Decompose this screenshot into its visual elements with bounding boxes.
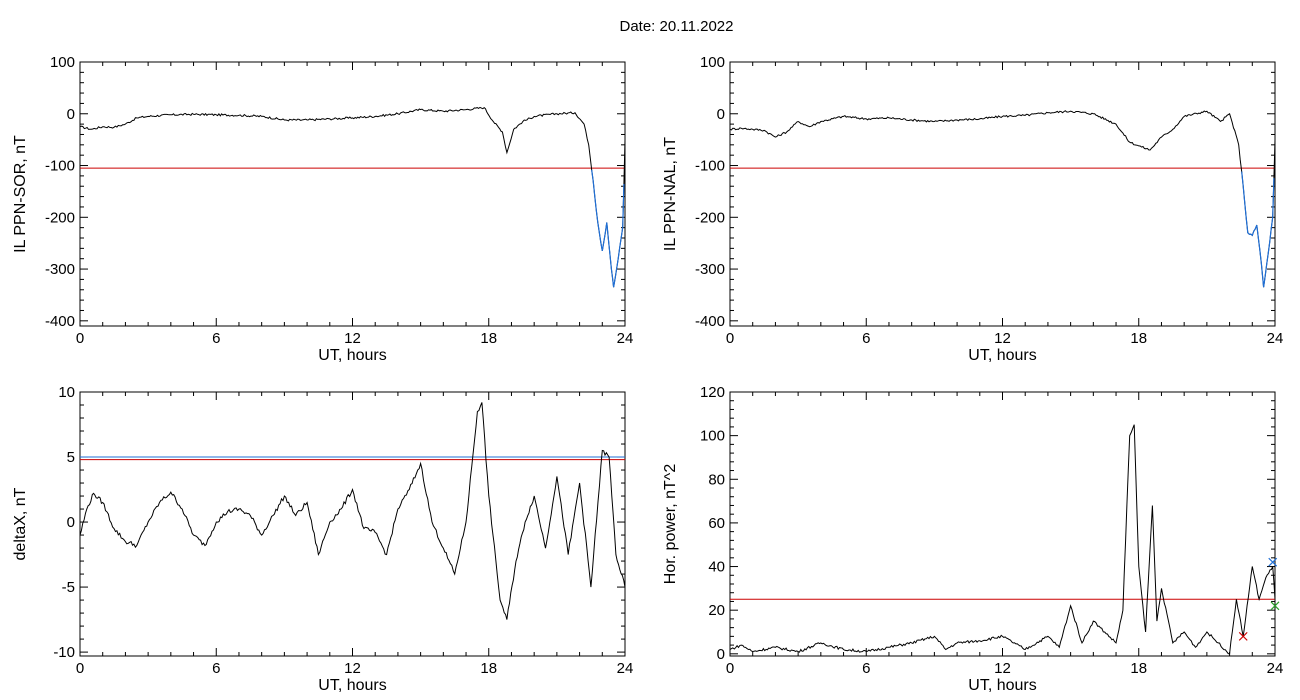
plot-frame [729,61,1276,327]
x-tick-label: 6 [212,660,220,677]
y-tick-label: 20 [708,602,725,619]
chart-panel-ppn-nal: 0 6 12 18 24 100 0 -100 -200 -300 -400 UT, hours IL … [662,54,1283,364]
chart-panel-deltax: 0 6 12 18 24 10 5 0 -5 -10 UT, hours deltaX, nT [12,384,633,694]
chart-panel-ppn-sor: 0 6 12 18 24 100 0 -100 -200 -300 -400 UT, hours IL … [12,54,633,364]
plot-frame [729,391,1276,657]
x-tick-label: 6 [862,660,870,677]
x-tick-label: 12 [994,660,1011,677]
marker-x [1238,631,1248,641]
series-line [79,106,626,288]
y-tick-label: -100 [695,158,725,175]
y-tick-label: 40 [708,559,725,576]
marker-x [1268,557,1278,567]
series-line [729,424,1276,655]
y-tick-label: 100 [700,428,725,445]
x-tick-label: 6 [862,330,870,347]
x-tick-label: 18 [480,660,497,677]
y-axis-label: IL PPN-NAL, nT [662,137,679,251]
y-tick-label: 5 [67,449,75,466]
x-tick-label: 0 [726,660,734,677]
x-tick-label: 0 [726,330,734,347]
x-tick-label: 12 [344,660,361,677]
x-axis-label: UT, hours [968,347,1036,364]
y-tick-label: 60 [708,515,725,532]
y-tick-label: 100 [50,54,75,71]
x-tick-label: 0 [76,660,84,677]
y-tick-label: 10 [58,384,75,401]
y-axis-label: IL PPN-SOR, nT [12,135,29,253]
y-tick-label: 80 [708,471,725,488]
x-axis-label: UT, hours [968,677,1036,694]
y-tick-label: -400 [695,313,725,330]
y-tick-label: 0 [717,106,725,123]
x-tick-label: 24 [1267,330,1284,347]
y-tick-label: -200 [695,209,725,226]
y-tick-label: -300 [695,261,725,278]
y-tick-label: 0 [717,646,725,663]
y-tick-label: -100 [45,158,75,175]
x-tick-label: 12 [994,330,1011,347]
y-tick-label: -200 [45,209,75,226]
y-tick-label: -5 [62,579,75,596]
x-tick-label: 18 [1130,660,1147,677]
x-tick-label: 18 [1130,330,1147,347]
series-highlight [1241,171,1275,288]
x-axis-label: UT, hours [318,677,386,694]
x-axis-label: UT, hours [318,347,386,364]
series-line [79,402,626,620]
marker-x [1270,601,1280,611]
x-tick-label: 24 [617,660,634,677]
y-axis-label: Hor. power, nT^2 [662,464,679,585]
x-tick-label: 24 [1267,660,1284,677]
y-tick-label: -400 [45,313,75,330]
x-tick-label: 24 [617,330,634,347]
plot-frame [79,391,626,657]
y-tick-label: -300 [45,261,75,278]
y-axis-label: deltaX, nT [12,487,29,560]
x-tick-label: 18 [480,330,497,347]
y-tick-label: 0 [67,514,75,531]
y-tick-label: 100 [700,54,725,71]
series-line [729,110,1276,288]
y-tick-label: -10 [53,644,75,661]
y-tick-label: 0 [67,106,75,123]
x-tick-label: 6 [212,330,220,347]
x-tick-label: 12 [344,330,361,347]
page-title: Date: 20.11.2022 [619,18,734,35]
y-tick-label: 120 [700,384,725,401]
x-tick-label: 0 [76,330,84,347]
chart-panel-hor-power: 0 6 12 18 24 120 100 80 60 40 20 0 UT, hours Hor. pow… [662,384,1283,694]
series-highlight [591,169,625,288]
plot-frame [79,61,626,327]
